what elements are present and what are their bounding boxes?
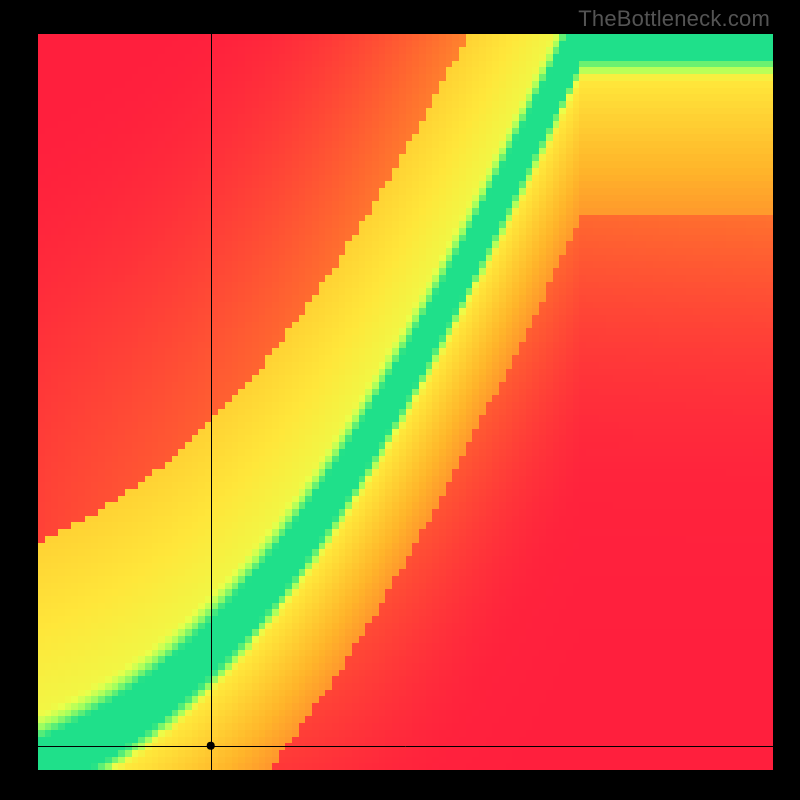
bottleneck-heatmap [38, 34, 773, 770]
watermark-text: TheBottleneck.com [578, 6, 770, 32]
